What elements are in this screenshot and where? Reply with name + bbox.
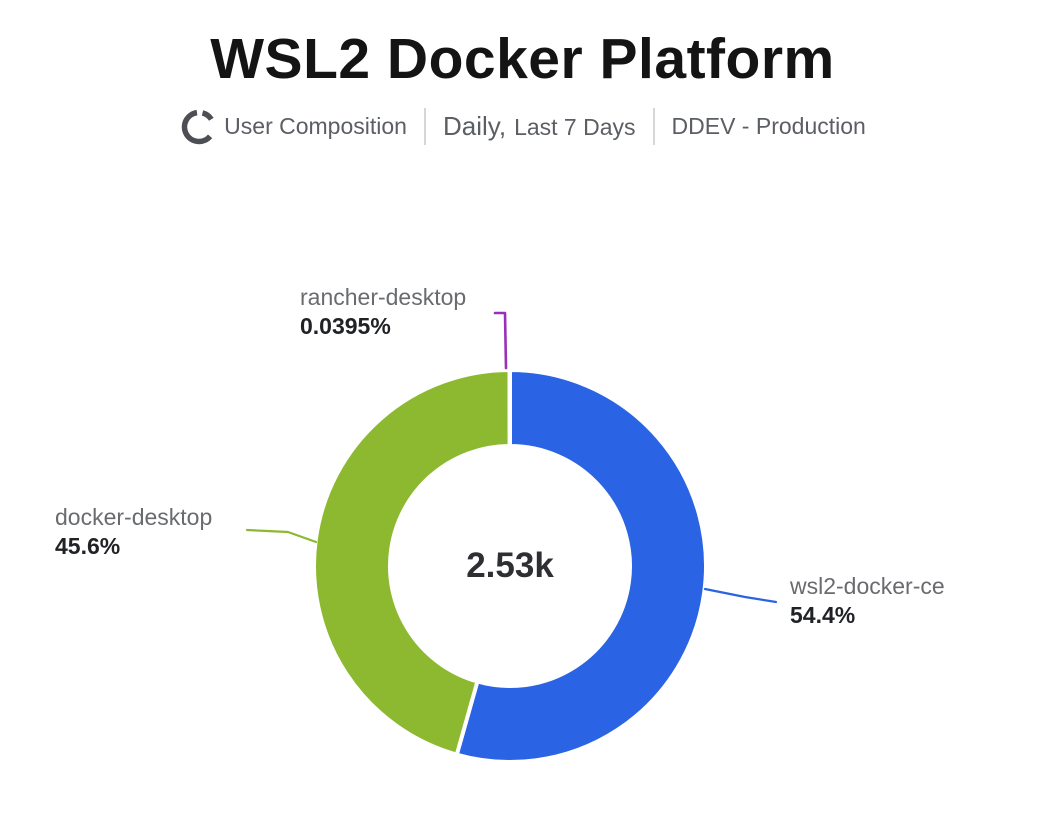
slice-name: wsl2-docker-ce [790,572,945,601]
total-value: 2.53k [466,546,554,586]
slice-percent: 0.0395% [300,312,466,341]
slice-label-docker-desktop: docker-desktop 45.6% [55,503,212,561]
leader-rancher-desktop [495,313,506,368]
donut-canvas [0,26,1045,825]
slice-name: rancher-desktop [300,283,466,312]
slice-name: docker-desktop [55,503,212,532]
slice-percent: 45.6% [55,532,212,561]
donut-chart: 2.53k rancher-desktop 0.0395% docker-des… [0,26,1045,825]
slice-label-wsl2-docker-ce: wsl2-docker-ce 54.4% [790,572,945,630]
slice-percent: 54.4% [790,601,945,630]
slice-label-rancher-desktop: rancher-desktop 0.0395% [300,283,466,341]
leader-docker-desktop [247,530,316,542]
leader-wsl2-docker-ce [705,589,776,602]
